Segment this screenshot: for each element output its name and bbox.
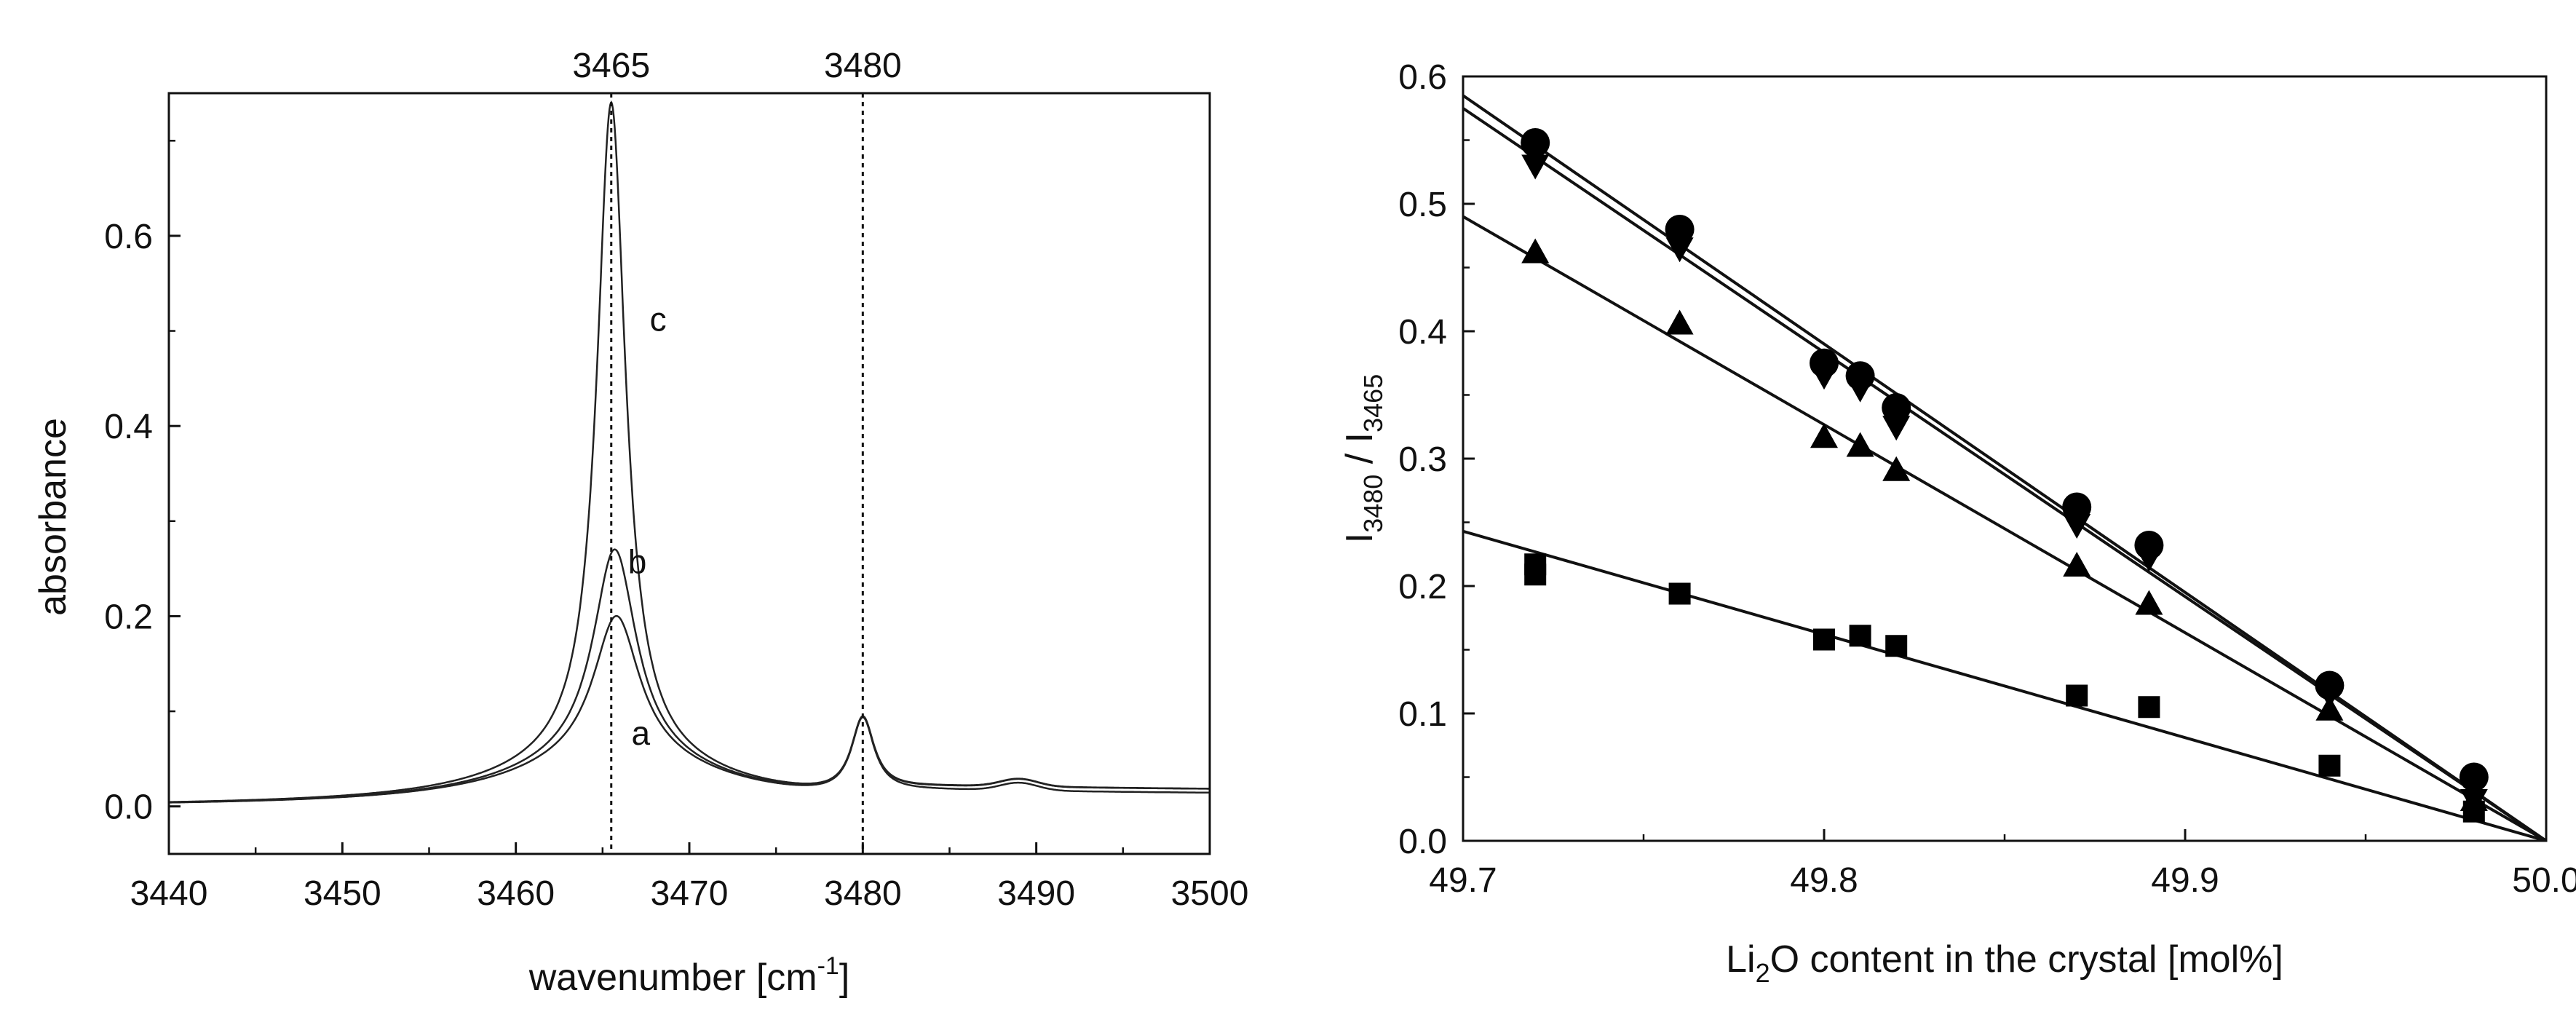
spectrum-curves [169,100,1210,804]
y-tick-label: 0.5 [1398,186,1447,224]
spectrum-curve-a [169,614,1210,804]
data-point-triangle-up [1810,423,1838,448]
data-point-triangle-up [1846,432,1874,457]
y-tick-label: 0.6 [1398,58,1447,97]
spectrum-x-axis-title: wavenumber [cm-1] [528,952,850,999]
reference-lines: 3465 3480 [572,47,902,854]
y-tick-label: 0.4 [104,408,153,446]
y-tick-label: 0.2 [104,598,153,636]
curve-label-a: a [631,714,650,752]
fit-line-triangle-down [1463,107,2546,841]
data-point-triangle-up [1882,456,1911,481]
data-point-triangle-up [2315,695,2344,721]
reference-label-3465: 3465 [572,47,650,85]
data-point-circle [1665,215,1695,244]
ratio-x-axis-title: Li2O content in the crystal [mol%] [1726,938,2283,988]
x-tick-label: 50.0 [2512,861,2576,900]
x-tick-label: 3500 [1171,874,1249,913]
fit-line-circle [1463,94,2546,841]
reference-label-3480: 3480 [824,47,902,85]
y-tick-label: 0.4 [1398,313,1447,352]
curve-label-b: b [628,543,647,581]
data-point-square [1849,625,1871,647]
curve-labels: a b c [628,301,667,752]
x-tick-label: 3440 [130,874,208,913]
x-tick-label: 3460 [477,874,555,913]
ratio-x-ticks: 49.7 49.8 49.9 50.0 [1429,829,2576,900]
ratio-y-axis-title: I3480 / I3465 [1339,374,1388,543]
data-point-circle [1882,393,1911,422]
x-tick-label: 49.9 [2151,861,2219,900]
spectrum-chart: 3465 3480 3440 3450 3460 3470 3480 3490 3500 0.… [32,47,1248,999]
ratio-chart: 49.7 49.8 49.9 50.0 0.0 0.1 0.2 0.3 0.4 0.5 0.6 L… [1339,58,2576,988]
x-tick-label: 49.7 [1429,861,1497,900]
data-point-square [2066,684,2088,707]
data-point-square [1524,563,1547,586]
data-points [1521,128,2489,823]
data-point-square [1668,582,1691,605]
spectrum-y-ticks: 0.0 0.2 0.4 0.6 [104,140,181,827]
data-point-square [2462,800,2485,823]
spectrum-y-axis-title: absorbance [32,418,74,616]
data-point-triangle-down [1882,416,1911,441]
data-point-square [1813,628,1835,651]
data-point-triangle-down [1665,237,1694,263]
data-point-triangle-down [2135,547,2163,572]
data-point-triangle-down [1846,377,1874,403]
data-point-square [1885,635,1908,657]
spectrum-curve-b [169,548,1210,804]
data-point-triangle-up [2063,552,2091,577]
spectrum-curve-c [169,100,1210,803]
y-tick-label: 0.0 [1398,823,1447,861]
x-tick-label: 3470 [651,874,729,913]
ratio-y-ticks: 0.0 0.1 0.2 0.3 0.4 0.5 0.6 [1398,58,1475,861]
data-point-circle [2459,762,2489,792]
data-point-circle [1521,128,1550,157]
x-tick-label: 3450 [304,874,381,913]
data-point-triangle-up [1665,309,1694,335]
fit-lines [1463,94,2546,841]
curve-label-c: c [650,301,667,339]
x-tick-label: 49.8 [1790,861,1858,900]
data-point-triangle-down [1521,154,1550,180]
fit-line-square [1463,529,2546,841]
fit-line-triangle-up [1463,215,2546,841]
x-tick-label: 3490 [997,874,1075,913]
data-point-triangle-up [1521,238,1550,264]
spectrum-x-ticks: 3440 3450 3460 3470 3480 3490 3500 [130,842,1249,913]
y-tick-label: 0.2 [1398,568,1447,606]
data-point-triangle-down [1810,365,1838,390]
x-tick-label: 3480 [824,874,902,913]
y-tick-label: 0.6 [104,218,153,256]
y-tick-label: 0.0 [104,788,153,827]
spectrum-plot-frame [167,92,1211,855]
y-tick-label: 0.1 [1398,695,1447,734]
data-point-square [2318,754,2341,777]
data-point-triangle-up [2135,590,2163,615]
data-point-triangle-down [2063,514,2091,539]
y-tick-label: 0.3 [1398,440,1447,479]
ratio-plot-frame [1462,75,2548,842]
data-point-square [2138,696,2160,719]
